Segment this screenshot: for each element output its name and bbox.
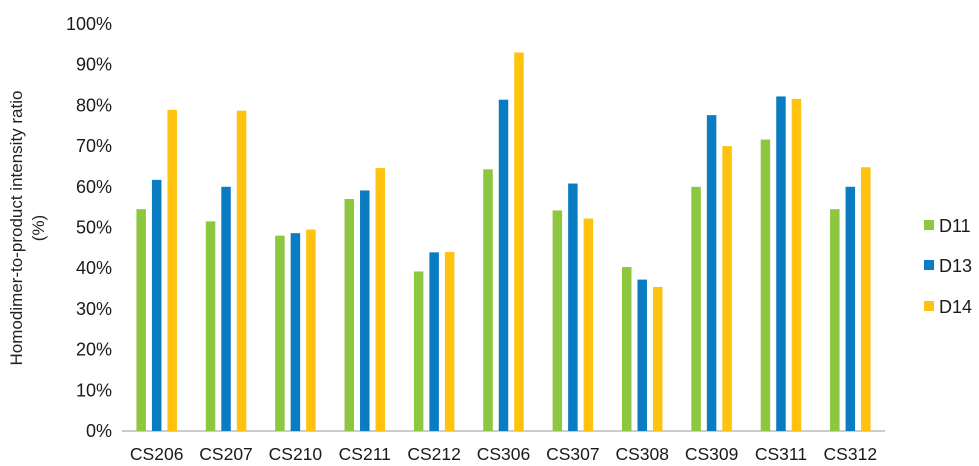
x-category-label: CS309 [685,444,739,464]
y-axis-label-line2: (%) [29,215,48,241]
bar-d13-cs307 [568,183,578,431]
bar-d13-cs311 [776,96,786,432]
x-axis-category-labels: CS206 CS207 CS210 CS211 CS212 CS306 CS307 CS308… [130,444,877,464]
x-category-label: CS307 [546,444,600,464]
bar-d11-cs309 [691,186,701,431]
bar-d13-cs210 [290,233,301,431]
bar-d11-cs211 [344,199,355,431]
legend-label-d11: D11 [939,216,971,236]
bar-d11-cs207 [205,221,216,431]
y-tick-label: 20% [76,340,112,360]
x-category-label: CS211 [339,444,391,464]
bar-d13-cs206 [151,179,162,431]
legend-swatch-d14 [924,301,934,311]
y-axis-label-line1: Homodimer-to-product intensity ratio [7,91,26,366]
y-tick-label: 70% [76,136,112,156]
bar-d11-cs306 [483,169,493,431]
y-tick-label: 60% [76,177,112,197]
bar-d11-cs307 [552,210,563,431]
x-category-label: CS206 [130,444,184,464]
bar-d14-cs306 [514,52,524,432]
legend: D11 D13 D14 [924,216,972,317]
x-category-label: CS312 [824,444,878,464]
y-tick-label: 0% [86,421,112,441]
y-tick-label: 10% [76,380,112,400]
bar-d13-cs308 [637,279,647,431]
y-tick-label: 50% [76,218,112,238]
legend-swatch-d13 [924,260,934,270]
bar-d13-cs207 [221,186,231,431]
x-category-label: CS207 [199,444,253,464]
bar-d14-cs210 [306,229,316,431]
bar-d11-cs312 [830,209,840,431]
x-category-label: CS306 [477,444,531,464]
y-tick-label: 40% [76,258,112,278]
bar-d11-cs206 [136,209,146,431]
bar-d11-cs311 [760,139,771,431]
bar-d13-cs306 [498,99,509,432]
bar-d14-cs307 [583,218,594,431]
bar-d14-cs207 [236,110,247,431]
x-category-label: CS308 [615,444,669,464]
bar-d11-cs308 [621,266,632,431]
bar-series-group [136,52,871,432]
bar-d13-cs212 [429,252,439,431]
legend-label-d13: D13 [939,256,972,276]
x-category-label: CS210 [269,444,323,464]
x-category-label: CS212 [407,444,461,464]
bar-d14-cs311 [791,98,802,431]
legend-swatch-d11 [924,220,934,230]
bar-d13-cs312 [845,186,856,431]
y-tick-label: 30% [76,299,112,319]
y-tick-label: 90% [76,55,112,75]
y-tick-label: 80% [76,95,112,115]
bar-d14-cs212 [444,251,455,431]
bar-d13-cs211 [360,190,370,431]
bar-d11-cs210 [275,235,285,431]
bar-d13-cs309 [706,115,717,431]
y-axis-ticks: 0% 10% 20% 30% 40% 50% 60% 70% 80% 90% 100% [66,14,112,441]
x-category-label: CS311 [755,444,807,464]
y-tick-label: 100% [66,14,112,34]
bar-d14-cs206 [167,109,177,431]
legend-label-d14: D14 [939,297,972,317]
bar-d14-cs211 [375,168,386,431]
bar-d14-cs309 [722,146,732,431]
bar-d14-cs312 [861,167,871,431]
bar-d14-cs308 [652,286,663,431]
bar-d11-cs212 [413,271,424,431]
